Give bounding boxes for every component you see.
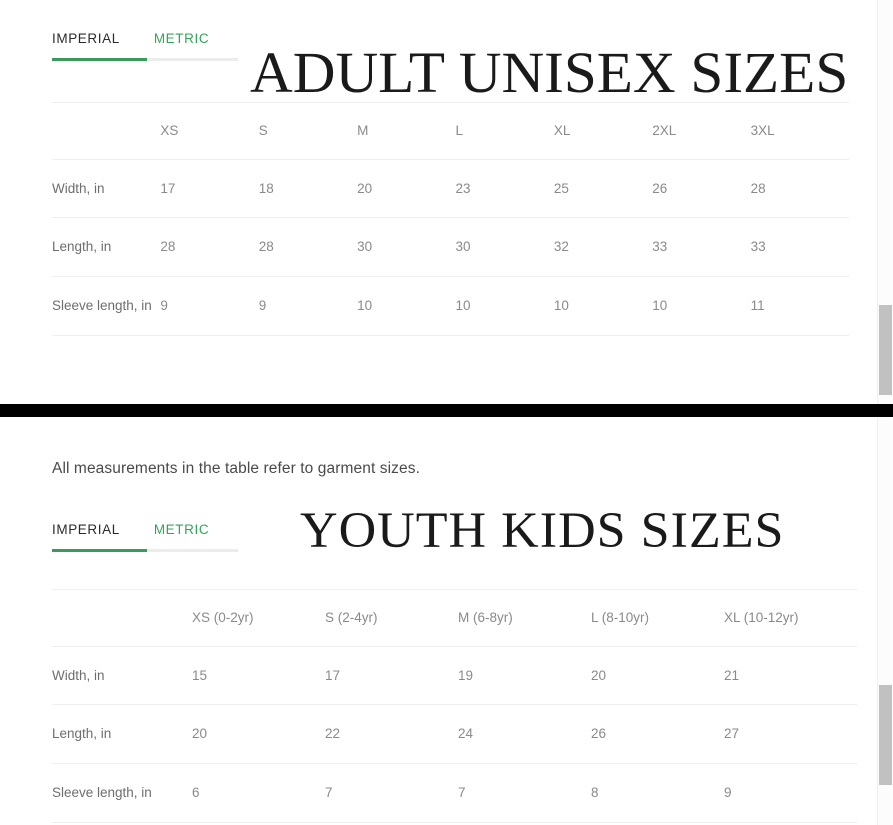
adult-cell: 33 (750, 217, 849, 277)
adult-cell: 10 (455, 276, 554, 336)
table-row: Sleeve length, in 9 9 10 10 10 10 11 (52, 276, 849, 336)
youth-cell: 21 (724, 646, 857, 706)
youth-col-header: M (6-8yr) (458, 589, 591, 647)
adult-cell: 30 (455, 217, 554, 277)
youth-row-label: Sleeve length, in (52, 763, 192, 823)
adult-cell: 17 (160, 159, 259, 219)
adult-cell: 9 (258, 276, 358, 336)
tab-imperial-adult[interactable]: IMPERIAL (52, 22, 134, 56)
table-row: Width, in 17 18 20 23 25 26 28 (52, 159, 849, 219)
youth-cell: 20 (591, 646, 724, 706)
adult-row-label: Sleeve length, in (52, 276, 161, 336)
adult-cell: 18 (258, 159, 358, 219)
youth-sizes-panel: All measurements in the table refer to g… (0, 417, 893, 825)
adult-cell: 33 (652, 217, 751, 277)
adult-size-table: XS S M L XL 2XL 3XL Width, in 17 18 20 (52, 102, 849, 336)
tab-metric-youth[interactable]: METRIC (134, 513, 223, 547)
table-row: Length, in 28 28 30 30 32 33 33 (52, 217, 849, 277)
table-row: Width, in 15 17 19 20 21 (52, 646, 857, 706)
youth-col-header: S (2-4yr) (325, 589, 458, 647)
youth-unit-tabs[interactable]: IMPERIAL METRIC (52, 513, 238, 559)
youth-tab-underline (52, 549, 238, 552)
table-row: Length, in 20 22 24 26 27 (52, 704, 857, 764)
tab-imperial-youth[interactable]: IMPERIAL (52, 513, 134, 547)
youth-cell: 27 (724, 704, 857, 764)
adult-panel-scrollbar-track[interactable] (877, 0, 892, 405)
adult-row-label: Width, in (52, 159, 161, 219)
youth-panel-scrollbar-track[interactable] (877, 417, 892, 825)
youth-cell: 6 (192, 763, 325, 823)
adult-cell: 11 (750, 276, 849, 336)
youth-sizes-title: YOUTH KIDS SIZES (300, 503, 785, 559)
adult-col-header: 2XL (652, 102, 751, 160)
adult-table-header-row: XS S M L XL 2XL 3XL (52, 102, 849, 160)
youth-cell: 9 (724, 763, 857, 823)
adult-col-header: XL (553, 102, 653, 160)
youth-table-header-row: XS (0-2yr) S (2-4yr) M (6-8yr) L (8-10yr… (52, 589, 857, 647)
adult-panel-scrollbar-thumb[interactable] (879, 305, 892, 395)
youth-header-row: IMPERIAL METRIC YOUTH KIDS SIZES (0, 506, 877, 571)
adult-cell: 25 (553, 159, 653, 219)
adult-col-header: XS (160, 102, 259, 160)
youth-cell: 8 (591, 763, 724, 823)
youth-cell: 22 (325, 704, 458, 764)
adult-cell: 28 (750, 159, 849, 219)
adult-cell: 26 (652, 159, 751, 219)
adult-cell: 28 (160, 217, 259, 277)
youth-col-header: L (8-10yr) (591, 589, 724, 647)
adult-cell: 9 (160, 276, 259, 336)
youth-cell: 15 (192, 646, 325, 706)
adult-cell: 23 (455, 159, 554, 219)
adult-corner-cell (52, 102, 161, 160)
adult-cell: 30 (357, 217, 456, 277)
adult-sizes-panel: IMPERIAL METRIC ADULT UNISEX SIZES XS S (0, 0, 893, 405)
adult-cell: 10 (553, 276, 653, 336)
youth-cell: 19 (458, 646, 591, 706)
youth-col-header: XL (10-12yr) (724, 589, 857, 647)
table-row: Sleeve length, in 6 7 7 8 9 (52, 763, 857, 823)
tab-metric-adult[interactable]: METRIC (134, 22, 223, 56)
section-divider-bar (0, 404, 893, 417)
youth-row-label: Width, in (52, 646, 192, 706)
measurements-note: All measurements in the table refer to g… (52, 460, 420, 477)
adult-sizes-title: ADULT UNISEX SIZES (250, 40, 849, 105)
adult-cell: 32 (553, 217, 653, 277)
adult-tab-underline (52, 58, 238, 61)
adult-col-header: M (357, 102, 456, 160)
youth-col-header: XS (0-2yr) (192, 589, 325, 647)
youth-cell: 7 (458, 763, 591, 823)
youth-cell: 24 (458, 704, 591, 764)
adult-col-header: 3XL (750, 102, 849, 160)
adult-col-header: S (258, 102, 358, 160)
youth-cell: 20 (192, 704, 325, 764)
youth-panel-scrollbar-thumb[interactable] (879, 685, 892, 785)
adult-cell: 10 (652, 276, 751, 336)
youth-cell: 17 (325, 646, 458, 706)
adult-cell: 10 (357, 276, 456, 336)
adult-col-header: L (455, 102, 554, 160)
youth-cell: 26 (591, 704, 724, 764)
adult-row-label: Length, in (52, 217, 161, 277)
adult-cell: 20 (357, 159, 456, 219)
youth-corner-cell (52, 589, 192, 647)
adult-cell: 28 (258, 217, 358, 277)
youth-size-table: XS (0-2yr) S (2-4yr) M (6-8yr) L (8-10yr… (52, 589, 857, 823)
youth-row-label: Length, in (52, 704, 192, 764)
adult-header-row: IMPERIAL METRIC ADULT UNISEX SIZES (0, 22, 877, 102)
youth-cell: 7 (325, 763, 458, 823)
adult-unit-tabs[interactable]: IMPERIAL METRIC (52, 22, 238, 68)
